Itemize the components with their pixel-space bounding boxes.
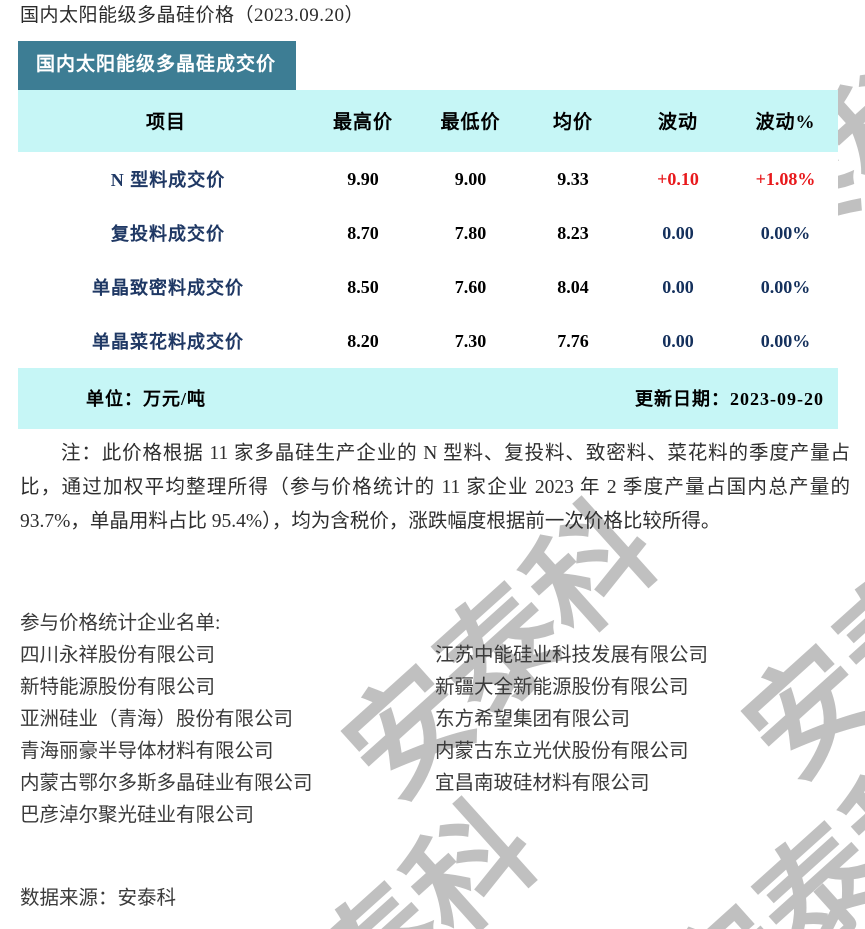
cell-change-pct: 0.00%: [733, 260, 838, 314]
cell-change-pct: 0.00%: [733, 206, 838, 260]
list-item: 内蒙古鄂尔多斯多晶硅业有限公司: [20, 773, 313, 794]
list-item: 新疆大全新能源股份有限公司: [435, 677, 689, 698]
table-header-row: 项目 最高价 最低价 均价 波动 波动%: [18, 90, 838, 152]
table-footer: 单位：万元/吨 更新日期：2023-09-20: [18, 368, 838, 429]
cell-change: 0.00: [623, 260, 733, 314]
cell-change-pct: 0.00%: [733, 314, 838, 368]
list-item: 东方希望集团有限公司: [435, 709, 631, 730]
cell-average: 9.33: [523, 152, 623, 206]
cell-low: 7.80: [418, 206, 523, 260]
company-column-left: 四川永祥股份有限公司 新特能源股份有限公司 亚洲硅业（青海）股份有限公司 青海丽…: [20, 640, 435, 832]
list-item: 青海丽豪半导体材料有限公司: [20, 741, 274, 762]
cell-change: 0.00: [623, 206, 733, 260]
cell-change: +0.10: [623, 152, 733, 206]
company-column-right: 江苏中能硅业科技发展有限公司 新疆大全新能源股份有限公司 东方希望集团有限公司 …: [435, 640, 850, 832]
row-label: 单晶致密料成交价: [18, 260, 308, 314]
page-title: 国内太阳能级多晶硅价格（2023.09.20）: [20, 5, 365, 26]
cell-change: 0.00: [623, 314, 733, 368]
row-label: 复投料成交价: [18, 206, 308, 260]
price-table-block: 国内太阳能级多晶硅成交价 项目 最高价 最低价 均价 波动 波动% N 型料成交…: [18, 41, 838, 429]
unit-label: 单位：万元/吨: [18, 368, 523, 429]
column-header-high: 最高价: [308, 90, 418, 152]
list-item: 巴彦淖尔聚光硅业有限公司: [20, 805, 255, 826]
company-list-heading: 参与价格统计企业名单:: [20, 613, 221, 634]
table-footer-row: 单位：万元/吨 更新日期：2023-09-20: [18, 368, 838, 429]
cell-low: 9.00: [418, 152, 523, 206]
company-columns: 四川永祥股份有限公司 新特能源股份有限公司 亚洲硅业（青海）股份有限公司 青海丽…: [20, 640, 850, 832]
list-item: 宜昌南玻硅材料有限公司: [435, 773, 650, 794]
list-item: 四川永祥股份有限公司: [20, 645, 216, 666]
company-list-block: 参与价格统计企业名单: 四川永祥股份有限公司 新特能源股份有限公司 亚洲硅业（青…: [20, 608, 850, 832]
cell-low: 7.30: [418, 314, 523, 368]
note-paragraph: 注：此价格根据 11 家多晶硅生产企业的 N 型料、复投料、致密料、菜花料的季度…: [20, 443, 850, 532]
table-row: N 型料成交价 9.90 9.00 9.33 +0.10 +1.08%: [18, 152, 838, 206]
column-header-low: 最低价: [418, 90, 523, 152]
cell-high: 8.20: [308, 314, 418, 368]
updated-date-label: 更新日期：2023-09-20: [523, 368, 838, 429]
column-header-item: 项目: [18, 90, 308, 152]
data-source-label: 数据来源：安泰科: [20, 888, 177, 909]
cell-high: 9.90: [308, 152, 418, 206]
table-tab-label: 国内太阳能级多晶硅成交价: [18, 41, 297, 90]
table-body: N 型料成交价 9.90 9.00 9.33 +0.10 +1.08% 复投料成…: [18, 152, 838, 368]
row-label: N 型料成交价: [18, 152, 308, 206]
cell-average: 7.76: [523, 314, 623, 368]
table-header: 项目 最高价 最低价 均价 波动 波动%: [18, 90, 838, 152]
row-label: 单晶菜花料成交价: [18, 314, 308, 368]
cell-high: 8.70: [308, 206, 418, 260]
price-table: 项目 最高价 最低价 均价 波动 波动% N 型料成交价 9.90 9.00 9…: [18, 90, 838, 429]
cell-low: 7.60: [418, 260, 523, 314]
table-row: 单晶致密料成交价 8.50 7.60 8.04 0.00 0.00%: [18, 260, 838, 314]
column-header-change: 波动: [623, 90, 733, 152]
cell-average: 8.04: [523, 260, 623, 314]
list-item: 江苏中能硅业科技发展有限公司: [435, 645, 709, 666]
column-header-average: 均价: [523, 90, 623, 152]
list-item: 亚洲硅业（青海）股份有限公司: [20, 709, 294, 730]
list-item: 内蒙古东立光伏股份有限公司: [435, 741, 689, 762]
cell-change-pct: +1.08%: [733, 152, 838, 206]
list-item: 新特能源股份有限公司: [20, 677, 216, 698]
cell-high: 8.50: [308, 260, 418, 314]
column-header-change-pct: 波动%: [733, 90, 838, 152]
table-row: 单晶菜花料成交价 8.20 7.30 7.76 0.00 0.00%: [18, 314, 838, 368]
cell-average: 8.23: [523, 206, 623, 260]
table-row: 复投料成交价 8.70 7.80 8.23 0.00 0.00%: [18, 206, 838, 260]
